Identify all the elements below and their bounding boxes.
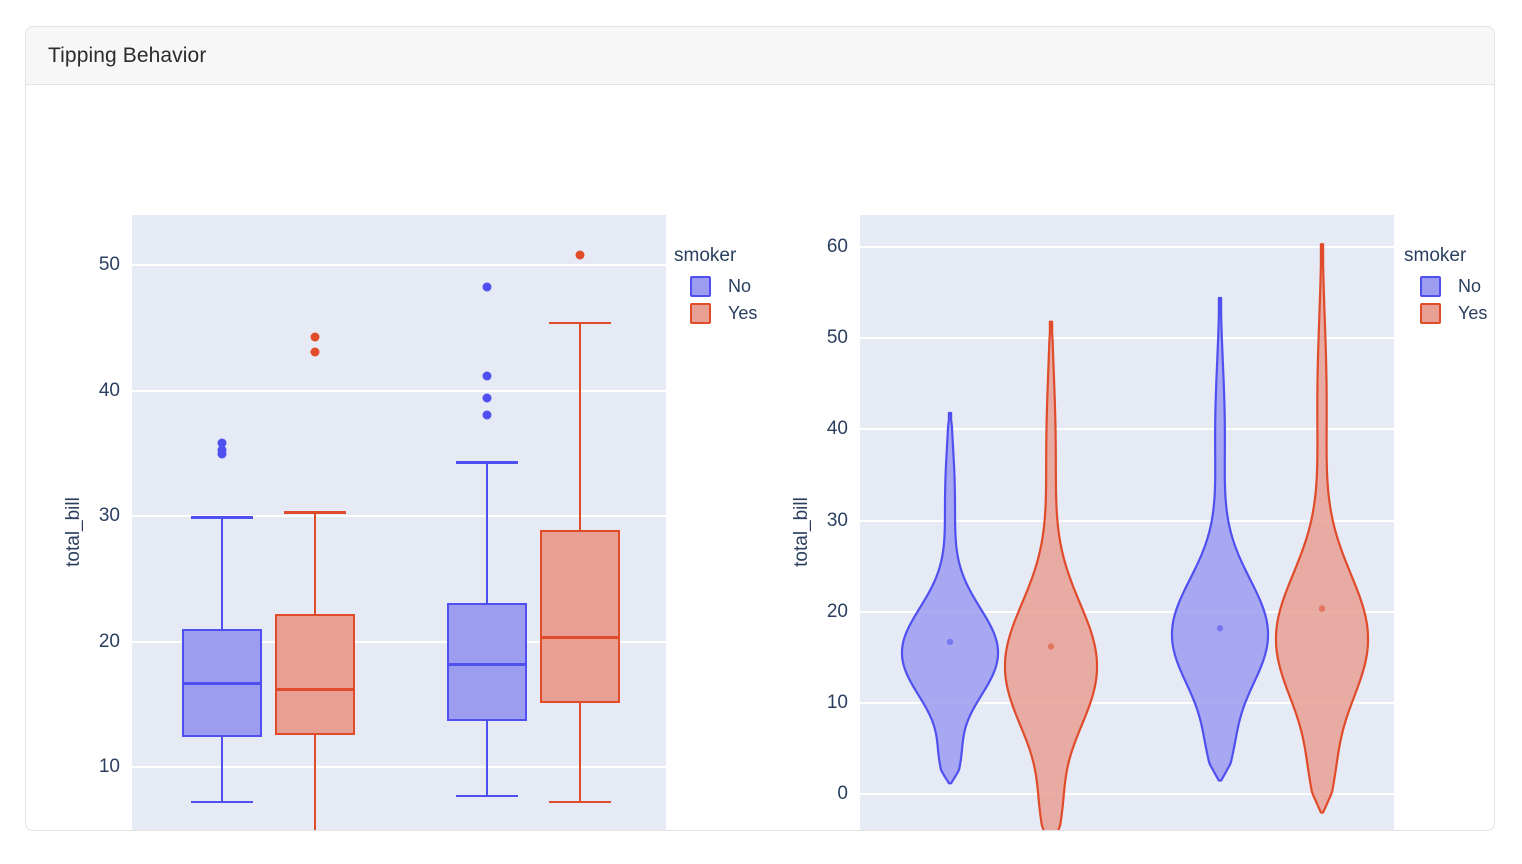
violin-median-marker <box>1318 605 1326 612</box>
boxplot-legend: smoker No Yes <box>674 245 757 330</box>
page-title: Tipping Behavior <box>48 43 207 67</box>
box-rect[interactable] <box>540 530 620 704</box>
box-whisker-cap-lower <box>191 800 253 804</box>
box-outlier-point <box>482 410 492 420</box>
box-median-line <box>182 682 262 685</box>
gridline <box>132 515 666 518</box>
legend-label-yes: Yes <box>728 303 758 323</box>
y-tick-label: 50 <box>826 327 848 349</box>
legend-swatch-no <box>690 276 711 297</box>
legend-item-yes[interactable]: Yes <box>1420 303 1487 324</box>
legend-swatch-yes <box>690 303 711 324</box>
violin-median-marker <box>1047 643 1055 650</box>
legend-item-no[interactable]: No <box>1420 276 1487 297</box>
y-tick-label: 10 <box>98 756 120 778</box>
box-whisker-upper <box>313 512 317 615</box>
box-whisker-lower <box>485 720 489 796</box>
box-outlier-point <box>482 371 492 381</box>
box-whisker-lower <box>313 734 317 830</box>
box-whisker-cap-upper <box>456 461 518 464</box>
boxplot-plot-area <box>132 215 666 830</box>
gridline <box>132 264 666 267</box>
box-median-line <box>275 688 355 691</box>
box-median-line <box>447 663 527 666</box>
box-whisker-upper <box>578 322 582 531</box>
legend-swatch-yes <box>1420 303 1441 324</box>
violin-shape[interactable] <box>900 411 1000 785</box>
legend-item-no[interactable]: No <box>690 276 757 297</box>
box-outlier-point <box>310 347 320 357</box>
legend-label-no: No <box>728 276 752 296</box>
box-whisker-cap-upper <box>191 516 253 519</box>
gridline <box>860 245 1394 248</box>
box-whisker-upper <box>220 517 224 630</box>
card-header: Tipping Behavior <box>26 27 1494 85</box>
y-tick-label: 40 <box>98 379 120 401</box>
gridline <box>860 793 1394 796</box>
box-whisker-lower <box>220 737 224 802</box>
box-rect[interactable] <box>275 614 355 735</box>
y-tick-label: 20 <box>98 630 120 652</box>
violin-median-marker <box>1216 625 1224 632</box>
box-whisker-cap-lower <box>456 794 518 798</box>
box-outlier-point <box>575 250 585 260</box>
gridline <box>860 519 1394 522</box>
y-tick-label: 50 <box>98 254 120 276</box>
y-tick-label: 40 <box>826 418 848 440</box>
card-body: 10 20 30 40 50 total_bill smoker No Yes <box>26 85 1494 831</box>
gridline <box>860 610 1394 613</box>
gridline <box>860 702 1394 705</box>
box-whisker-lower <box>578 703 582 802</box>
legend-swatch-no <box>1420 276 1441 297</box>
box-outlier-point <box>310 332 320 342</box>
gridline <box>132 640 666 643</box>
boxplot-y-axis-title: total_bill <box>63 497 84 567</box>
gridline <box>132 389 666 392</box>
boxplot-figure: 10 20 30 40 50 total_bill smoker No Yes <box>26 85 786 830</box>
violin-shape[interactable] <box>1003 320 1099 831</box>
y-tick-label: 10 <box>826 692 848 714</box>
violin-shape[interactable] <box>1274 243 1370 814</box>
y-tick-label: 60 <box>826 235 848 257</box>
box-median-line <box>540 636 620 639</box>
box-outlier-point <box>482 393 492 403</box>
violin-legend: smoker No Yes <box>1404 245 1487 330</box>
gridline <box>132 766 666 769</box>
violin-marks <box>900 243 1370 831</box>
legend-label-yes: Yes <box>1458 303 1488 323</box>
gridline <box>860 428 1394 431</box>
box-outlier-point <box>482 282 492 292</box>
box-whisker-cap-upper <box>549 321 611 325</box>
y-tick-label: 20 <box>826 600 848 622</box>
box-whisker-cap-lower <box>549 800 611 804</box>
legend-label-no: No <box>1458 276 1482 296</box>
legend-item-yes[interactable]: Yes <box>690 303 757 324</box>
box-whisker-cap-upper <box>284 511 346 514</box>
box-outlier-point <box>217 445 227 455</box>
gridline <box>860 337 1394 340</box>
legend-title: smoker <box>674 245 737 266</box>
y-tick-label: 0 <box>837 783 848 805</box>
y-tick-label: 30 <box>826 509 848 531</box>
violin-median-marker <box>946 638 954 646</box>
violin-shape[interactable] <box>1170 296 1270 782</box>
violin-figure: 0 10 20 30 40 50 60 total_bill smoker No Yes <box>786 85 1494 831</box>
chart-card: Tipping Behavior 10 20 30 40 50 total_bill s… <box>25 26 1495 831</box>
box-outlier-point <box>217 438 227 448</box>
y-tick-label: 30 <box>98 505 120 527</box>
box-whisker-upper <box>485 462 489 603</box>
legend-title: smoker <box>1404 245 1467 266</box>
box-rect[interactable] <box>447 602 527 721</box>
